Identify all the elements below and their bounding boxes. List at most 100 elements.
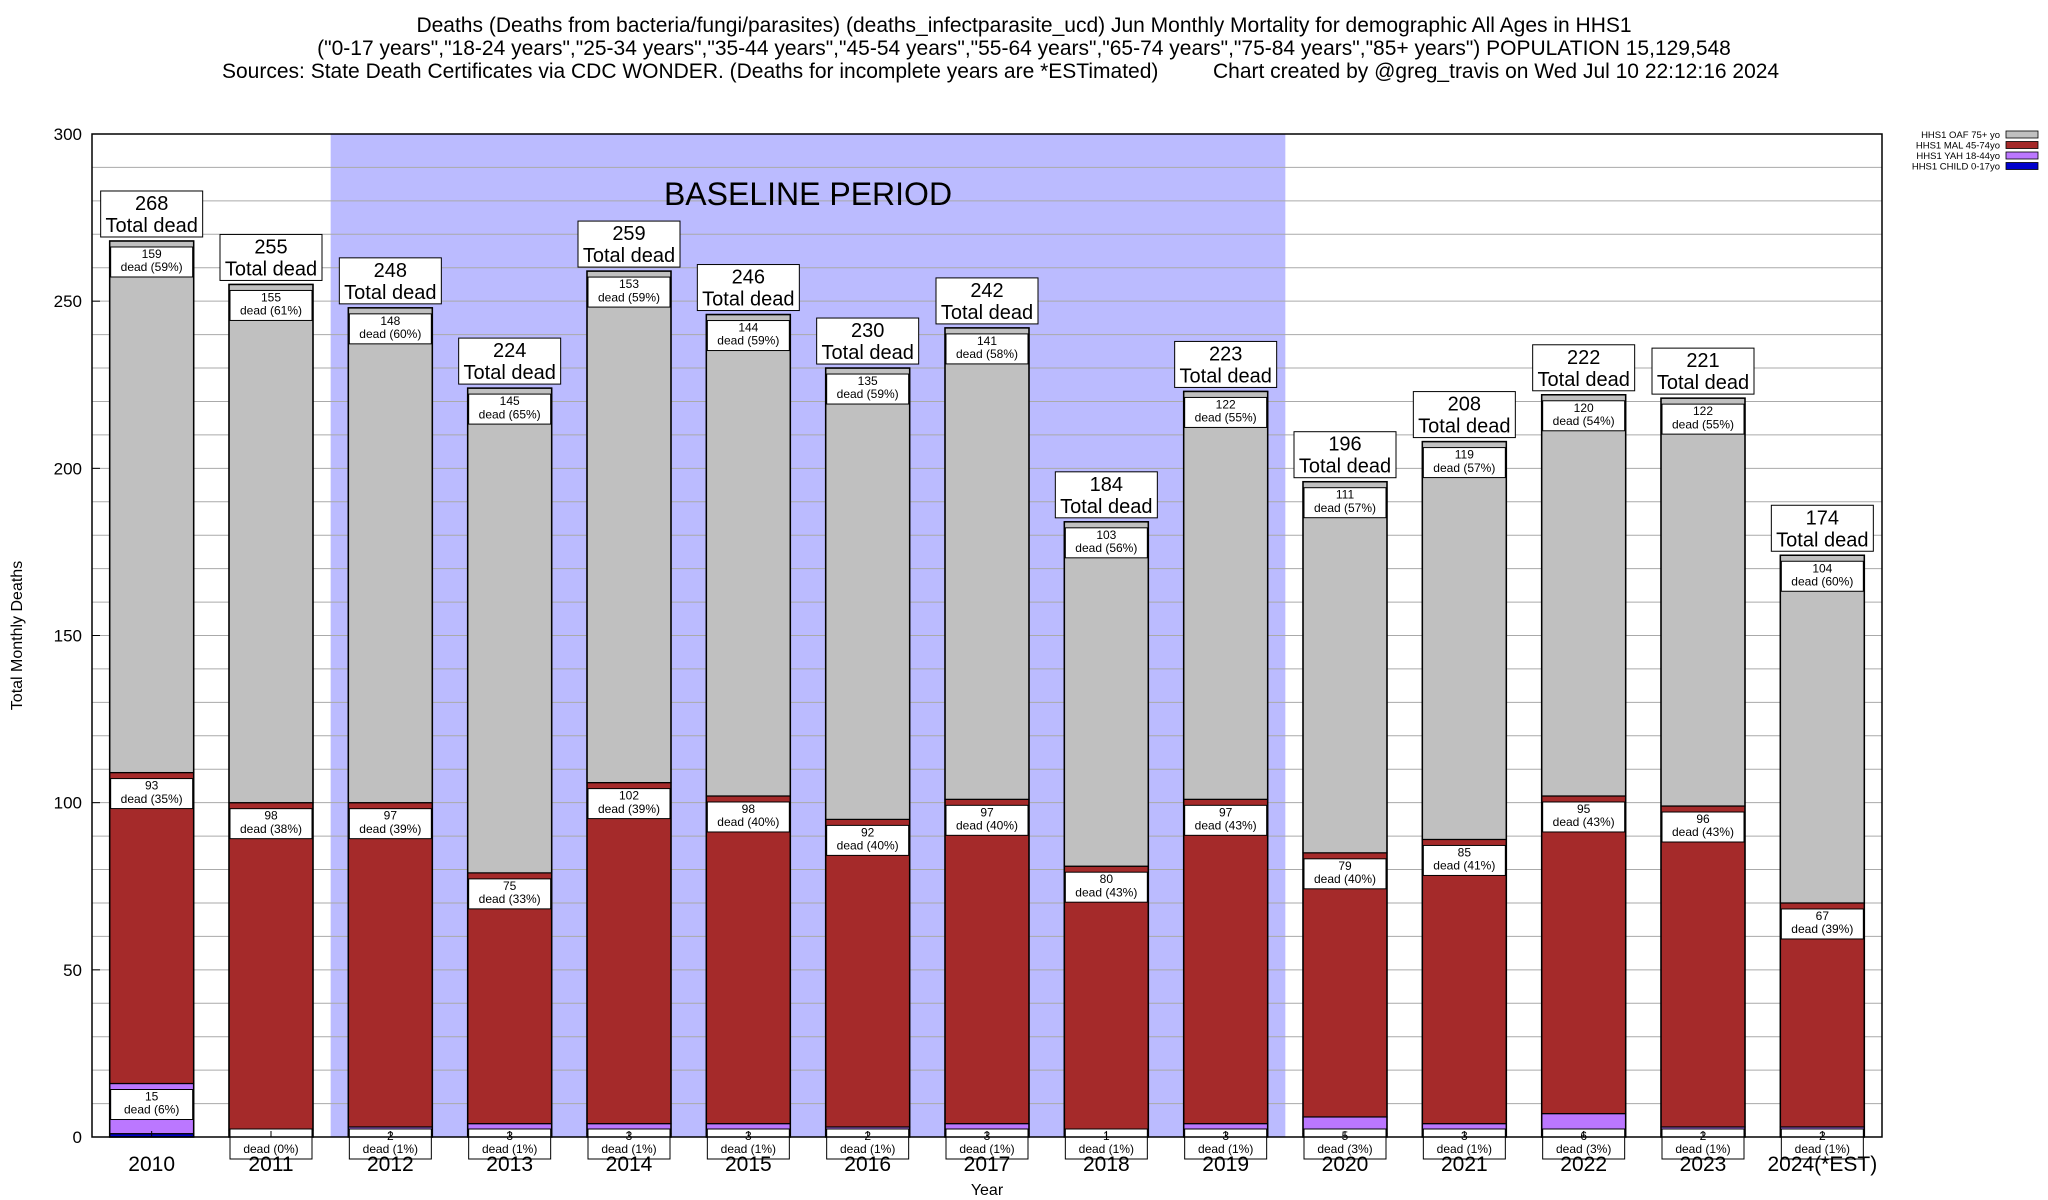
- x-tick-label: 2017: [964, 1153, 1011, 1176]
- bar-segment: [586, 782, 672, 1125]
- bar-segment: [944, 327, 1030, 800]
- bar-segment: [825, 818, 911, 1128]
- total-label: 221 Total dead: [1657, 350, 1749, 394]
- bar-segment: [944, 798, 1030, 1125]
- mal-label: 102 dead (39%): [598, 789, 660, 816]
- total-label: 223 Total dead: [1180, 343, 1272, 387]
- mal-label-box: [587, 788, 671, 820]
- total-label: 246 Total dead: [702, 267, 794, 311]
- mal-label: 75 dead (33%): [479, 879, 541, 906]
- total-box: [1174, 340, 1278, 388]
- total-box: [816, 317, 920, 365]
- bar-segment: [825, 367, 911, 820]
- oaf-label-box: [826, 373, 910, 405]
- x-tick-label: 2020: [1322, 1153, 1369, 1176]
- yah-label-box: [1661, 1128, 1745, 1160]
- oaf-label: 144 dead (59%): [717, 321, 779, 348]
- total-label: 224 Total dead: [464, 340, 556, 384]
- oaf-label-box: [1064, 527, 1148, 559]
- mal-label: 97 dead (39%): [359, 809, 421, 836]
- total-box: [1532, 344, 1636, 392]
- yah-label-box: [110, 1089, 194, 1121]
- oaf-label: 145 dead (65%): [479, 394, 541, 421]
- oaf-label-box: [110, 246, 194, 278]
- bar-segment: [467, 387, 553, 874]
- bar-segment: [1541, 795, 1627, 1115]
- total-label: 174 Total dead: [1776, 507, 1868, 551]
- legend-label: HHS1 YAH 18-44yo: [1916, 151, 2000, 162]
- total-box: [935, 277, 1039, 325]
- mal-label: 98 dead (38%): [240, 809, 302, 836]
- total-box: [219, 233, 323, 281]
- oaf-label: 120 dead (54%): [1553, 401, 1615, 428]
- mal-label-box: [110, 778, 194, 810]
- oaf-label: 153 dead (59%): [598, 277, 660, 304]
- bar-segment: [228, 802, 314, 1131]
- total-label: 259 Total dead: [583, 223, 675, 267]
- y-tick-label: 300: [54, 125, 82, 144]
- x-tick-label: 2010: [128, 1153, 175, 1176]
- mal-label-box: [229, 808, 313, 840]
- title-line-3-left: Sources: State Death Certificates via CD…: [222, 60, 1159, 83]
- bar-segment: [1660, 397, 1746, 807]
- bar-segment: [1541, 394, 1627, 797]
- total-box: [696, 264, 800, 312]
- y-tick-label: 250: [54, 292, 82, 311]
- bar-segment: [1779, 902, 1865, 1128]
- x-tick-label: 2021: [1441, 1153, 1488, 1176]
- oaf-label-box: [348, 313, 432, 345]
- oaf-label-box: [945, 333, 1029, 365]
- total-label: 230 Total dead: [822, 320, 914, 364]
- oaf-label: 122 dead (55%): [1672, 404, 1734, 431]
- oaf-label: 122 dead (55%): [1195, 397, 1257, 424]
- total-label: 196 Total dead: [1299, 434, 1391, 478]
- bar-segment: [1779, 554, 1865, 904]
- mal-label-box: [348, 808, 432, 840]
- oaf-label: 104 dead (60%): [1791, 561, 1853, 588]
- mal-label-box: [1184, 804, 1268, 836]
- x-tick-label: 2012: [367, 1153, 414, 1176]
- mal-label-box: [1422, 844, 1506, 876]
- total-label: 222 Total dead: [1538, 347, 1630, 391]
- bar-segment: [228, 283, 314, 804]
- x-tick-label: 2022: [1560, 1153, 1607, 1176]
- legend-swatch: [2005, 130, 2039, 139]
- total-label: 208 Total dead: [1418, 394, 1510, 438]
- oaf-label-box: [587, 276, 671, 308]
- yah-label-box: [945, 1128, 1029, 1160]
- bar-segment: [1421, 440, 1507, 841]
- x-tick-label: 2015: [725, 1153, 772, 1176]
- mal-label-box: [1661, 811, 1745, 843]
- oaf-label: 135 dead (59%): [837, 374, 899, 401]
- mal-label: 96 dead (43%): [1672, 812, 1734, 839]
- mal-label-box: [1064, 871, 1148, 903]
- total-label: 268 Total dead: [106, 193, 198, 237]
- bar-segment: [1660, 805, 1746, 1128]
- x-tick-label: 2013: [486, 1153, 533, 1176]
- oaf-label-box: [468, 393, 552, 425]
- total-box: [577, 220, 681, 268]
- mal-label-box: [1780, 908, 1864, 940]
- mal-label-box: [468, 878, 552, 910]
- x-tick-label: 2016: [844, 1153, 891, 1176]
- oaf-label-box: [1780, 560, 1864, 592]
- mal-label: 79 dead (40%): [1314, 859, 1376, 886]
- yah-label-box: [706, 1128, 790, 1160]
- title-line-3-right: Chart created by @greg_travis on Wed Jul…: [1213, 60, 1780, 83]
- bar-segment: [347, 307, 433, 804]
- mal-label-box: [945, 804, 1029, 836]
- mal-label: 85 dead (41%): [1433, 845, 1495, 872]
- oaf-label: 111 dead (57%): [1314, 488, 1376, 515]
- oaf-label-box: [1661, 403, 1745, 435]
- mal-label-box: [1303, 858, 1387, 890]
- mal-label: 98 dead (40%): [717, 802, 779, 829]
- total-box: [458, 337, 562, 385]
- oaf-label: 141 dead (58%): [956, 334, 1018, 361]
- y-tick-label: 100: [54, 794, 82, 813]
- title-line-1: Deaths (Deaths from bacteria/fungi/paras…: [416, 14, 1632, 37]
- bar-segment: [1183, 390, 1269, 800]
- oaf-label-box: [1303, 487, 1387, 519]
- legend-label: HHS1 OAF 75+ yo: [1921, 130, 2000, 141]
- x-tick-label: 2011: [248, 1153, 293, 1176]
- y-tick-label: 50: [63, 961, 82, 980]
